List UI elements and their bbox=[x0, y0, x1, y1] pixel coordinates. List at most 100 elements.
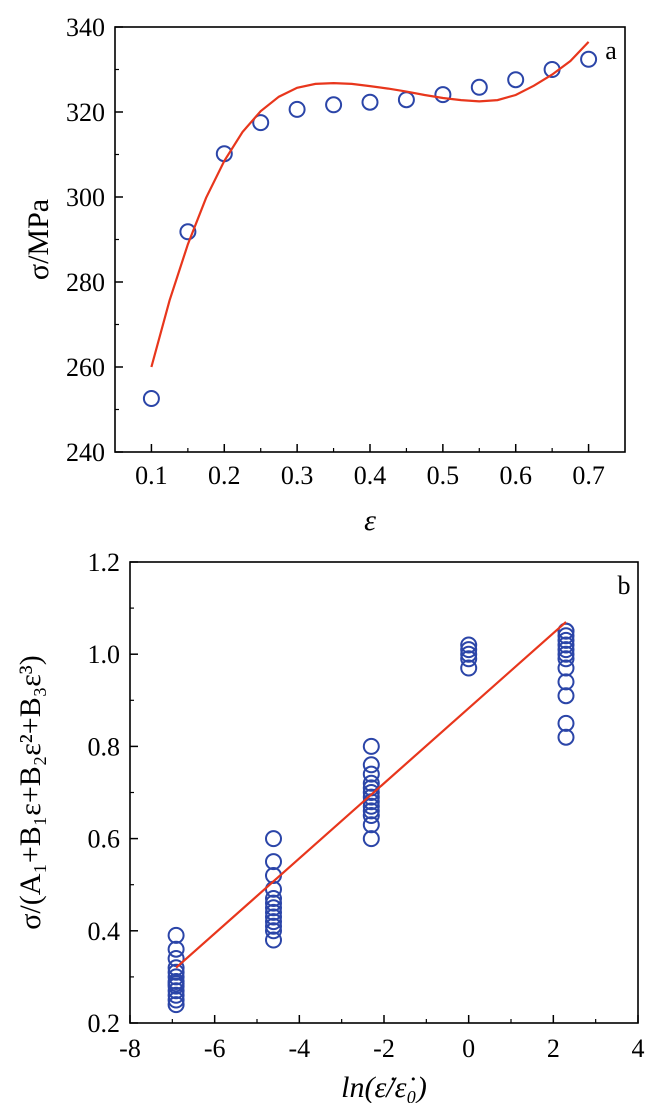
data-point bbox=[362, 807, 380, 824]
fit-line bbox=[175, 621, 567, 969]
data-point bbox=[167, 991, 185, 1009]
data-point bbox=[362, 797, 380, 815]
data-point bbox=[557, 627, 575, 645]
x-tick-label: -8 bbox=[119, 1034, 141, 1063]
data-point bbox=[397, 91, 415, 109]
data-point bbox=[179, 223, 197, 241]
data-point bbox=[557, 687, 575, 705]
data-point bbox=[265, 908, 282, 926]
y-axis-label: σ/(A₁+B₁ε+B₂ε²+B₃ε³) bbox=[14, 655, 47, 930]
data-point bbox=[557, 650, 575, 668]
x-tick-label: 0.4 bbox=[354, 461, 387, 490]
data-point bbox=[507, 71, 525, 89]
data-point bbox=[265, 830, 282, 848]
data-point bbox=[265, 853, 282, 871]
data-point bbox=[265, 931, 282, 949]
chart-panel-a: 0.1 0.2 0.3 0.4 0.5 0.6 0.7 240 260 280 300 320 340 ε… bbox=[22, 13, 626, 537]
data-point bbox=[252, 114, 270, 132]
data-point bbox=[265, 922, 282, 940]
data-point bbox=[434, 86, 452, 104]
data-point bbox=[362, 802, 380, 820]
data-point bbox=[470, 78, 488, 96]
x-tick-label: 0.5 bbox=[427, 461, 460, 490]
plot-frame bbox=[129, 561, 639, 1024]
data-point bbox=[557, 659, 575, 677]
x-tick-label: 2 bbox=[547, 1034, 560, 1063]
y-tick-label: 0.2 bbox=[88, 1009, 121, 1038]
x-tick-label: 0.3 bbox=[281, 461, 314, 490]
y-tick-label: 260 bbox=[66, 353, 105, 382]
data-point bbox=[167, 996, 185, 1014]
x-tick-label: -6 bbox=[204, 1034, 226, 1063]
data-point bbox=[557, 641, 575, 659]
data-point bbox=[460, 641, 478, 659]
x-tick-label: 0.2 bbox=[208, 461, 241, 490]
panel-letter: b bbox=[618, 571, 631, 600]
x-axis-label: ln(ε̇/ε̇₀) bbox=[341, 1071, 427, 1103]
data-point bbox=[362, 737, 380, 755]
data-point bbox=[557, 728, 575, 746]
data-point bbox=[362, 816, 380, 834]
data-point bbox=[167, 963, 185, 981]
y-tick-label: 1.0 bbox=[88, 640, 121, 669]
y-tick-label: 280 bbox=[66, 268, 105, 297]
x-tick-label: -4 bbox=[288, 1034, 310, 1063]
y-tick-label: 300 bbox=[66, 183, 105, 212]
data-point bbox=[265, 903, 282, 921]
data-point bbox=[460, 645, 478, 663]
data-point bbox=[167, 940, 185, 958]
data-point bbox=[362, 756, 380, 774]
data-point bbox=[580, 50, 598, 68]
y-tick-label: 0.8 bbox=[88, 732, 121, 761]
data-point bbox=[265, 917, 282, 935]
data-point bbox=[557, 622, 575, 640]
data-point bbox=[288, 100, 306, 118]
data-point bbox=[265, 894, 282, 912]
data-point bbox=[265, 890, 282, 907]
data-point bbox=[265, 899, 282, 917]
data-point bbox=[265, 880, 282, 898]
fit-line bbox=[150, 41, 590, 368]
y-tick-label: 340 bbox=[66, 13, 105, 42]
y-axis-label: σ/MPa bbox=[22, 199, 55, 280]
data-point bbox=[167, 959, 185, 977]
data-point bbox=[362, 765, 380, 783]
y-tick-label: 0.4 bbox=[88, 917, 121, 946]
data-point bbox=[362, 788, 380, 806]
data-point bbox=[460, 659, 478, 677]
data-point bbox=[167, 950, 185, 967]
y-tick-label: 320 bbox=[66, 98, 105, 127]
x-tick-label: 0.6 bbox=[499, 461, 532, 490]
x-tick-label: -2 bbox=[373, 1034, 395, 1063]
data-point bbox=[557, 714, 575, 732]
panel-letter: a bbox=[605, 36, 617, 65]
y-tick-label: 0.6 bbox=[88, 825, 121, 854]
x-tick-label: 4 bbox=[632, 1034, 645, 1063]
data-point bbox=[142, 390, 160, 407]
data-point bbox=[362, 830, 380, 848]
data-point bbox=[325, 96, 343, 114]
x-tick-label: 0.1 bbox=[135, 461, 168, 490]
data-point bbox=[557, 636, 575, 654]
x-axis-label: ε bbox=[364, 504, 376, 537]
data-point bbox=[557, 645, 575, 663]
data-point bbox=[557, 673, 575, 691]
data-point bbox=[167, 926, 185, 944]
x-tick-label: 0.7 bbox=[572, 461, 605, 490]
y-tick-label: 240 bbox=[66, 438, 105, 467]
data-point bbox=[362, 774, 380, 792]
data-point bbox=[557, 631, 575, 649]
y-tick-label: 1.2 bbox=[88, 548, 121, 577]
data-point bbox=[460, 650, 478, 668]
data-point bbox=[167, 982, 185, 1000]
chart-panel-b: -8 -6 -4 -2 0 2 4 0.2 0.4 0.6 0.8 1.0 1.2 ln(ε̇/ε̇₀) σ… bbox=[14, 548, 645, 1103]
data-point bbox=[362, 784, 380, 801]
data-point bbox=[361, 93, 379, 111]
data-point bbox=[460, 636, 478, 654]
data-point bbox=[265, 913, 282, 931]
x-tick-label: 0 bbox=[462, 1034, 475, 1063]
data-point bbox=[167, 968, 185, 986]
data-point bbox=[167, 973, 185, 990]
data-point bbox=[167, 986, 185, 1004]
